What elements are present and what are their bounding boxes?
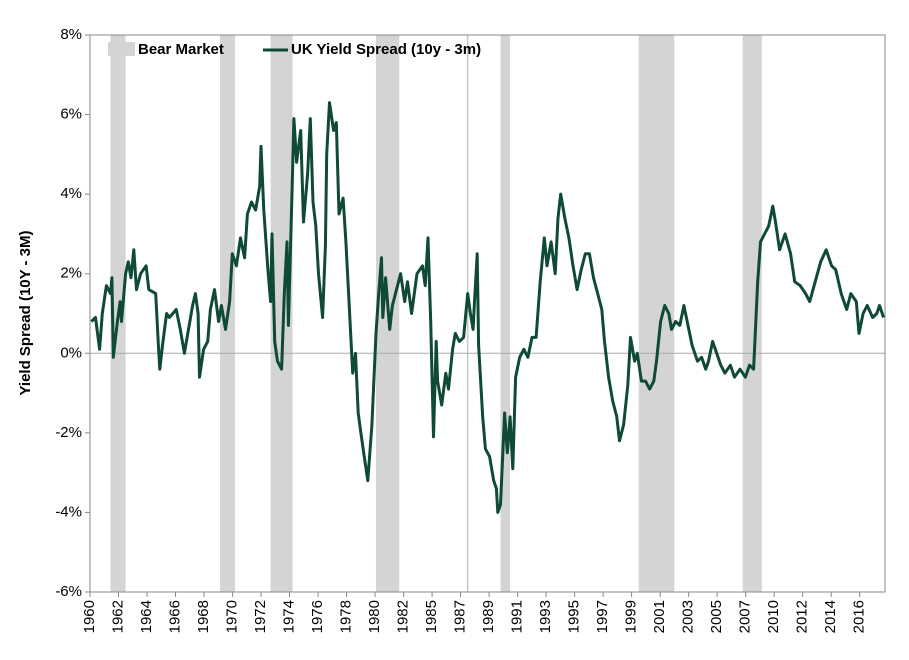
x-tick-label: 2003 <box>680 600 697 633</box>
x-tick-label: 1982 <box>395 600 412 633</box>
x-tick-label: 2010 <box>765 600 782 633</box>
x-tick-label: 2016 <box>851 600 868 633</box>
x-tick-label: 1980 <box>366 600 383 633</box>
legend-label: UK Yield Spread (10y - 3m) <box>291 41 481 58</box>
y-tick-label: 6% <box>60 106 82 123</box>
legend-label: Bear Market <box>138 41 224 58</box>
x-tick-label: 1999 <box>623 600 640 633</box>
y-tick-label: 4% <box>60 185 82 202</box>
x-tick-label: 1995 <box>566 600 583 633</box>
x-tick-label: 1993 <box>537 600 554 633</box>
x-tick-label: 1966 <box>166 600 183 633</box>
x-tick-label: 2005 <box>708 600 725 633</box>
legend-swatch <box>108 42 135 56</box>
x-tick-label: 1997 <box>594 600 611 633</box>
x-tick-label: 2012 <box>794 600 811 633</box>
x-tick-label: 1970 <box>224 600 241 633</box>
y-axis-label: Yield Spread (10Y - 3M) <box>17 230 34 395</box>
x-tick-label: 2001 <box>651 600 668 633</box>
plot-frame <box>89 34 886 593</box>
x-tick-label: 1987 <box>452 600 469 633</box>
y-tick-label: -2% <box>55 424 82 441</box>
x-tick-label: 1991 <box>509 600 526 633</box>
x-tick-label: 1978 <box>338 600 355 633</box>
y-tick-label: -4% <box>55 503 82 520</box>
x-tick-label: 1989 <box>480 600 497 633</box>
y-tick-label: 8% <box>60 26 82 43</box>
x-tick-label: 1974 <box>280 600 297 633</box>
x-tick-label: 2007 <box>737 600 754 633</box>
bear-market-band <box>270 35 293 592</box>
series-line <box>90 101 886 514</box>
x-tick-label: 1985 <box>423 600 440 633</box>
bear-market-band <box>742 35 762 592</box>
x-tick-label: 1960 <box>81 600 98 633</box>
x-tick-label: 2014 <box>822 600 839 633</box>
y-tick-label: 2% <box>60 265 82 282</box>
x-tick-label: 1972 <box>252 600 269 633</box>
x-tick-label: 1976 <box>309 600 326 633</box>
x-tick-label: 1962 <box>109 600 126 633</box>
x-tick-label: 1968 <box>195 600 212 633</box>
y-tick-label: -6% <box>55 583 82 600</box>
x-tick-label: 1964 <box>138 600 155 633</box>
bear-market-band <box>500 35 511 592</box>
y-tick-label: 0% <box>60 344 82 361</box>
